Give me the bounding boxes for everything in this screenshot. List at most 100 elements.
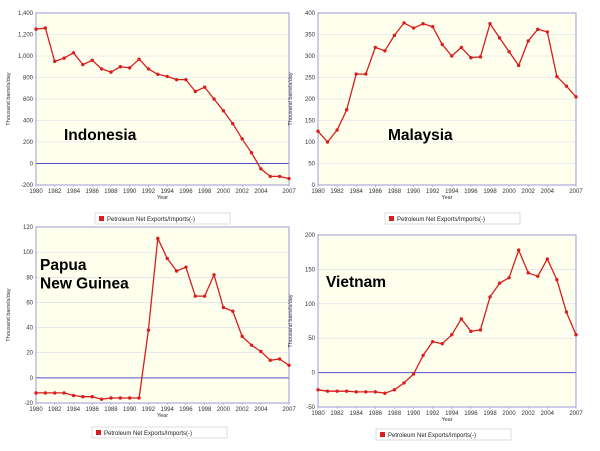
data-point: [62, 56, 66, 60]
data-point: [137, 57, 141, 61]
data-point: [221, 305, 226, 310]
data-point: [165, 74, 169, 79]
x-tick-label: 1992: [142, 189, 156, 195]
y-tick-label: 200: [23, 140, 34, 146]
x-tick-label: 1998: [198, 407, 212, 413]
data-point: [90, 395, 94, 399]
data-point: [364, 72, 368, 76]
data-point: [383, 49, 387, 53]
x-tick-label: 1994: [161, 189, 175, 195]
y-axis-title: Thousand barrels/day: [288, 294, 294, 347]
data-point: [193, 294, 197, 298]
data-point: [335, 128, 339, 132]
y-tick-label: 800: [23, 76, 34, 82]
data-point: [174, 269, 179, 273]
legend-swatch: [96, 430, 101, 435]
y-tick-label: 20: [26, 351, 33, 357]
x-tick-label: 1990: [123, 189, 137, 195]
y-tick-label: 250: [305, 76, 316, 82]
chart-panel: -200 0 200 400 600 800 1,000 1,200 1,400 1980 1982…: [6, 11, 296, 225]
data-point: [231, 309, 235, 313]
x-tick-label: 1988: [388, 411, 402, 417]
data-point: [109, 396, 113, 400]
legend-swatch: [389, 216, 394, 221]
data-point: [373, 45, 378, 50]
country-label: Malaysia: [388, 127, 453, 144]
data-point: [488, 295, 492, 299]
y-axis-title: Thousand barrels/day: [6, 288, 12, 341]
data-point: [259, 167, 263, 171]
data-point: [128, 66, 132, 70]
y-tick-label: 150: [305, 267, 316, 273]
x-axis-title: Year: [441, 195, 452, 201]
x-tick-label: 2002: [522, 411, 536, 417]
legend-box: [384, 212, 521, 225]
data-point: [555, 74, 559, 79]
x-tick-label: 1998: [483, 411, 497, 417]
y-tick-label: 150: [305, 119, 316, 125]
data-point: [193, 89, 197, 94]
data-point: [325, 389, 330, 393]
data-point: [156, 236, 160, 241]
data-point: [240, 137, 244, 141]
data-point: [507, 275, 511, 280]
chart-panel: -20 0 20 40 60 80 100 120 1980 1982 1984 1986 1988 19…: [6, 225, 296, 439]
series-line: [317, 249, 577, 394]
data-point: [354, 390, 358, 394]
data-point: [430, 25, 435, 29]
x-tick-label: 1994: [445, 189, 459, 195]
data-point: [240, 334, 244, 339]
data-point: [212, 273, 216, 277]
data-point: [71, 393, 76, 398]
country-label: Vietnam: [326, 274, 386, 291]
x-axis-title: Year: [157, 195, 168, 201]
data-point: [146, 67, 151, 71]
x-tick-label: 1996: [464, 411, 478, 417]
x-axis-title: Year: [441, 417, 452, 423]
x-tick-label: 2004: [541, 189, 555, 195]
y-tick-label: 0: [30, 376, 34, 382]
x-tick-label: 1984: [67, 189, 81, 195]
x-tick-label: 2000: [502, 189, 516, 195]
data-point: [184, 265, 188, 269]
x-tick-label: 1986: [86, 407, 100, 413]
data-point: [497, 36, 502, 40]
x-tick-label: 2002: [522, 189, 536, 195]
x-tick-label: 2004: [541, 411, 555, 417]
data-point: [249, 151, 254, 155]
plot-frame: [317, 234, 577, 408]
x-tick-label: 1982: [48, 407, 62, 413]
data-point: [53, 391, 57, 395]
y-tick-label: 100: [23, 250, 34, 256]
data-point: [71, 51, 76, 55]
legend-label: Petroleum Net Exports/Imports(-): [397, 217, 485, 223]
data-point: [249, 343, 254, 347]
data-point: [156, 72, 160, 76]
x-tick-label: 1998: [198, 189, 212, 195]
series-line: [35, 27, 290, 180]
data-point: [109, 70, 113, 74]
data-point: [212, 97, 216, 101]
y-tick-label: 100: [305, 140, 316, 146]
data-point: [545, 30, 550, 34]
x-tick-label: 1984: [350, 189, 364, 195]
data-point: [268, 358, 272, 362]
x-tick-label: 1994: [161, 407, 175, 413]
x-tick-label: 2000: [217, 189, 231, 195]
data-point: [202, 85, 207, 89]
data-point: [277, 174, 282, 179]
plot-area: [36, 227, 289, 403]
series-line: [317, 22, 577, 143]
data-point: [497, 281, 502, 285]
legend-box: [91, 426, 228, 439]
data-point: [184, 77, 188, 82]
data-point: [287, 363, 291, 367]
x-tick-label: 1988: [104, 189, 118, 195]
y-tick-label: 0: [312, 371, 316, 377]
data-point: [478, 328, 483, 332]
y-tick-label: 120: [23, 225, 34, 231]
legend-label: Petroleum Net Exports/Imports(-): [388, 433, 476, 439]
x-tick-label: 2000: [217, 407, 231, 413]
y-tick-label: 1,200: [18, 33, 34, 39]
country-label: Papua: [40, 257, 87, 274]
